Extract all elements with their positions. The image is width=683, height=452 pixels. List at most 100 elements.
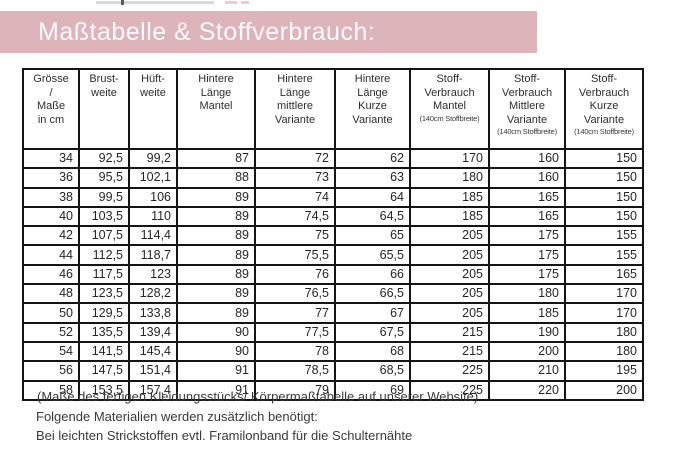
value-cell: 106 — [128, 186, 178, 208]
materials-block: Folgende Materialien werden zusätzlich b… — [36, 407, 412, 445]
value-cell: 118,7 — [128, 244, 178, 266]
value-cell: 99,5 — [78, 186, 130, 208]
column-header-line: in cm — [37, 113, 65, 126]
value-cell: 89 — [176, 225, 256, 247]
value-cell: 67,5 — [334, 321, 411, 343]
column-header-line: Kurze — [589, 100, 619, 112]
column-header-line: Brust- — [89, 73, 119, 85]
measurement-table: Grösse / Maße in cm Brust-weite Hüft-weite Hin… — [22, 68, 644, 401]
value-cell: 90 — [176, 340, 256, 363]
value-cell: 78,5 — [254, 360, 336, 382]
value-cell: 63 — [334, 167, 411, 189]
column-header-line: Variante — [506, 113, 548, 126]
table-row: 46 117,5 123 89 76 66 205 175 165 — [22, 263, 644, 286]
value-cell: 89 — [176, 244, 256, 266]
column-header-line: Mantel — [432, 100, 467, 112]
value-cell: 157,4 — [128, 379, 178, 401]
value-cell: 180 — [488, 283, 566, 305]
value-cell: 74,5 — [254, 205, 336, 228]
column-header-line: weite — [140, 86, 166, 99]
column-header-line: Kurze — [358, 100, 387, 112]
size-cell: 56 — [22, 360, 80, 382]
value-cell: 66,5 — [334, 283, 411, 305]
value-cell: 175 — [488, 244, 566, 266]
column-header-line: Hintere — [354, 73, 391, 85]
column-header-line: Variante — [274, 113, 316, 126]
value-cell: 95,5 — [78, 167, 130, 189]
size-cell: 54 — [22, 340, 80, 363]
cropped-text-remnant — [225, 1, 237, 4]
column-header-line: mittlere — [276, 100, 314, 112]
table-row: 54 141,5 145,4 90 78 68 215 200 180 — [22, 340, 644, 363]
size-cell: 44 — [22, 244, 80, 266]
value-cell: 141,5 — [78, 340, 130, 363]
value-cell: 68,5 — [334, 360, 411, 382]
value-cell: 77,5 — [254, 321, 336, 343]
value-cell: 75 — [254, 225, 336, 247]
value-cell: 205 — [409, 283, 490, 305]
value-cell: 66 — [334, 263, 411, 286]
column-header-line: Mittlere — [508, 100, 546, 112]
column-header-line: Verbrauch — [578, 86, 630, 99]
column-header-line: Länge — [200, 86, 232, 99]
table-row: 34 92,5 99,2 87 72 62 170 160 150 — [22, 147, 644, 170]
value-cell: 180 — [564, 321, 644, 343]
value-cell: 210 — [488, 360, 566, 382]
value-cell: 205 — [409, 244, 490, 266]
value-cell: 190 — [488, 321, 566, 343]
value-cell: 69 — [334, 379, 411, 401]
table-row: 48 123,5 128,2 89 76,5 66,5 205 180 170 — [22, 283, 644, 305]
value-cell: 89 — [176, 302, 256, 324]
value-cell: 150 — [564, 167, 644, 189]
value-cell: 220 — [488, 379, 566, 401]
value-cell: 135,5 — [78, 321, 130, 343]
value-cell: 155 — [564, 225, 644, 247]
value-cell: 175 — [488, 225, 566, 247]
value-cell: 77 — [254, 302, 336, 324]
value-cell: 89 — [176, 283, 256, 305]
value-cell: 123 — [128, 263, 178, 286]
value-cell: 89 — [176, 205, 256, 228]
table-row: 58 153,5 157,4 91 79 69 225 220 200 — [22, 379, 644, 401]
value-cell: 64 — [334, 186, 411, 208]
column-header-line: Hüft- — [141, 73, 165, 85]
value-cell: 75,5 — [254, 244, 336, 266]
table-row: 38 99,5 106 89 74 64 185 165 150 — [22, 186, 644, 208]
size-cell: 50 — [22, 302, 80, 324]
size-cell: 52 — [22, 321, 80, 343]
value-cell: 165 — [488, 205, 566, 228]
value-cell: 139,4 — [128, 321, 178, 343]
value-cell: 200 — [564, 379, 644, 401]
cropped-text-remnant — [121, 0, 124, 5]
column-header-line: Verbrauch — [424, 86, 475, 99]
size-cell: 40 — [22, 205, 80, 228]
value-cell: 185 — [409, 186, 490, 208]
column-header-line: Grösse — [33, 73, 69, 85]
value-cell: 102,1 — [128, 167, 178, 189]
value-cell: 150 — [564, 205, 644, 228]
value-cell: 117,5 — [78, 263, 130, 286]
fabric-width-note: (140cm Stoffbreite) — [419, 113, 480, 123]
column-header: Hintere Länge mittlere Variante — [254, 68, 336, 150]
section-banner: Maßtabelle & Stoffverbrauch: — [0, 11, 537, 53]
value-cell: 76,5 — [254, 283, 336, 305]
size-cell: 48 — [22, 283, 80, 305]
value-cell: 180 — [564, 340, 644, 363]
value-cell: 170 — [409, 147, 490, 170]
value-cell: 225 — [409, 360, 490, 382]
value-cell: 205 — [409, 263, 490, 286]
value-cell: 160 — [488, 147, 566, 170]
value-cell: 165 — [564, 263, 644, 286]
value-cell: 91 — [176, 360, 256, 382]
value-cell: 89 — [176, 263, 256, 286]
size-cell: 34 — [22, 147, 80, 170]
materials-heading: Folgende Materialien werden zusätzlich b… — [36, 409, 318, 424]
value-cell: 165 — [488, 186, 566, 208]
column-header-line: Maße — [36, 100, 66, 112]
table-row: 56 147,5 151,4 91 78,5 68,5 225 210 195 — [22, 360, 644, 382]
column-header: Hüft-weite — [128, 68, 178, 150]
column-header-line: weite — [91, 86, 117, 99]
value-cell: 185 — [409, 205, 490, 228]
value-cell: 62 — [334, 147, 411, 170]
materials-note: Bei leichten Strickstoffen evtl. Framilo… — [36, 428, 413, 443]
